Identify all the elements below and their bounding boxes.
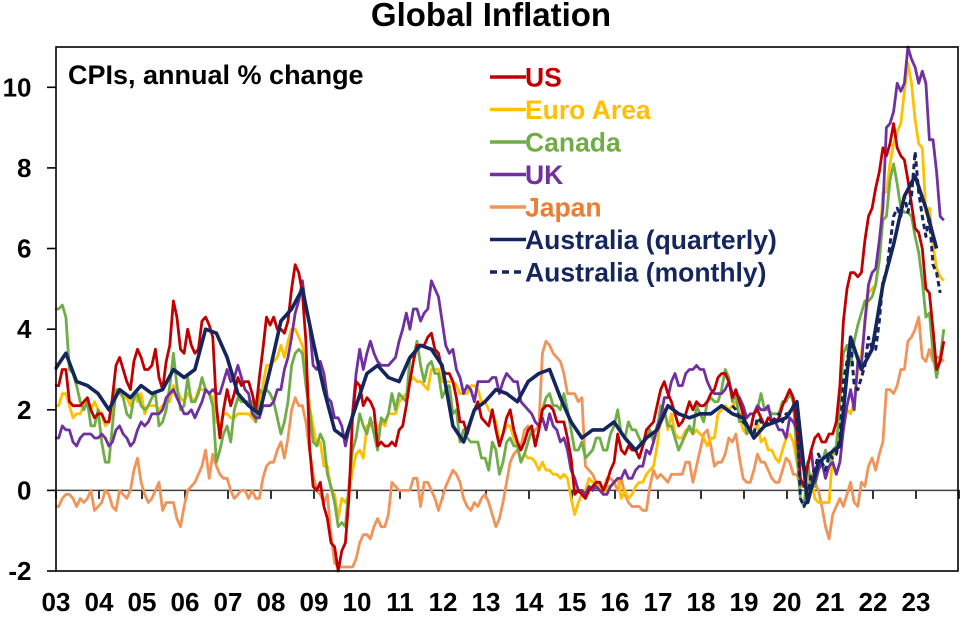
svg-text:18: 18	[687, 587, 716, 617]
svg-text:0: 0	[17, 475, 31, 505]
svg-text:09: 09	[300, 587, 329, 617]
svg-text:8: 8	[17, 153, 31, 183]
svg-text:20: 20	[773, 587, 802, 617]
svg-text:6: 6	[17, 234, 31, 264]
svg-text:CPIs, annual % change: CPIs, annual % change	[68, 60, 364, 90]
svg-text:Australia (monthly): Australia (monthly)	[525, 257, 766, 287]
svg-text:Australia (quarterly): Australia (quarterly)	[525, 225, 777, 255]
svg-text:Global Inflation: Global Inflation	[371, 0, 611, 33]
svg-text:23: 23	[902, 587, 931, 617]
svg-text:UK: UK	[525, 160, 563, 190]
svg-text:08: 08	[257, 587, 286, 617]
svg-text:12: 12	[429, 587, 458, 617]
svg-text:03: 03	[42, 587, 71, 617]
svg-text:10: 10	[3, 72, 32, 102]
svg-text:Japan: Japan	[525, 192, 602, 222]
svg-text:04: 04	[85, 587, 114, 617]
svg-text:US: US	[525, 62, 562, 92]
svg-text:15: 15	[558, 587, 587, 617]
svg-text:19: 19	[730, 587, 759, 617]
svg-text:07: 07	[214, 587, 243, 617]
svg-text:2: 2	[17, 395, 31, 425]
svg-text:Euro Area: Euro Area	[525, 95, 651, 125]
svg-text:13: 13	[472, 587, 501, 617]
svg-text:21: 21	[816, 587, 845, 617]
svg-text:10: 10	[343, 587, 372, 617]
svg-text:05: 05	[128, 587, 157, 617]
svg-text:22: 22	[859, 587, 888, 617]
svg-text:4: 4	[17, 314, 32, 344]
svg-text:-2: -2	[8, 556, 31, 586]
svg-text:14: 14	[515, 587, 544, 617]
svg-text:Canada: Canada	[525, 127, 621, 157]
svg-text:11: 11	[386, 587, 414, 617]
svg-text:06: 06	[171, 587, 200, 617]
svg-text:16: 16	[601, 587, 630, 617]
svg-text:17: 17	[644, 587, 673, 617]
